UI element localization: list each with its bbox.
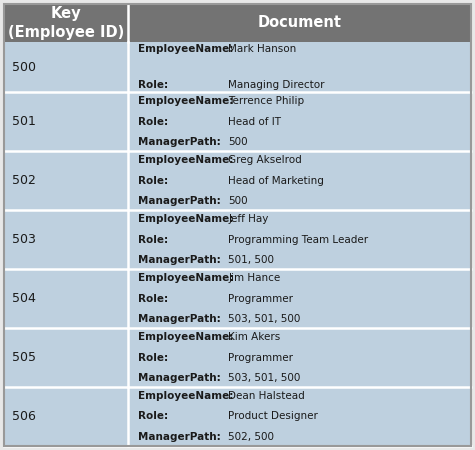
Text: 505: 505 bbox=[12, 351, 36, 364]
Bar bbox=[128, 269, 471, 328]
Text: EmployeeName:: EmployeeName: bbox=[138, 391, 233, 401]
Bar bbox=[4, 151, 128, 210]
Text: EmployeeName:: EmployeeName: bbox=[138, 96, 233, 106]
Text: Role:: Role: bbox=[138, 117, 168, 127]
Text: ManagerPath:: ManagerPath: bbox=[138, 373, 221, 383]
Text: Head of IT: Head of IT bbox=[228, 117, 281, 127]
Text: 503, 501, 500: 503, 501, 500 bbox=[228, 373, 301, 383]
Bar bbox=[128, 151, 471, 210]
Text: ManagerPath:: ManagerPath: bbox=[138, 432, 221, 442]
Text: Greg Akselrod: Greg Akselrod bbox=[228, 155, 302, 165]
Text: Head of Marketing: Head of Marketing bbox=[228, 176, 324, 186]
Bar bbox=[128, 42, 471, 92]
Text: Programming Team Leader: Programming Team Leader bbox=[228, 234, 368, 245]
Text: EmployeeName:: EmployeeName: bbox=[138, 155, 233, 165]
Text: Role:: Role: bbox=[138, 411, 168, 422]
Text: 501, 500: 501, 500 bbox=[228, 255, 274, 265]
Text: Kim Akers: Kim Akers bbox=[228, 332, 280, 342]
Text: Role:: Role: bbox=[138, 293, 168, 304]
Bar bbox=[4, 387, 128, 446]
Text: EmployeeName:: EmployeeName: bbox=[138, 273, 233, 283]
Text: 501: 501 bbox=[12, 115, 36, 128]
Bar bbox=[128, 4, 471, 42]
Bar bbox=[128, 92, 471, 151]
Bar bbox=[128, 328, 471, 387]
Text: Role:: Role: bbox=[138, 176, 168, 186]
Text: Mark Hanson: Mark Hanson bbox=[228, 45, 296, 54]
Bar bbox=[4, 269, 128, 328]
Text: EmployeeName:: EmployeeName: bbox=[138, 332, 233, 342]
Text: Product Designer: Product Designer bbox=[228, 411, 318, 422]
Text: Key
(Employee ID): Key (Employee ID) bbox=[8, 6, 124, 40]
Text: 500: 500 bbox=[228, 137, 248, 147]
Bar bbox=[128, 210, 471, 269]
Bar bbox=[4, 4, 128, 42]
Text: 500: 500 bbox=[228, 196, 248, 206]
Text: Role:: Role: bbox=[138, 352, 168, 363]
Text: 506: 506 bbox=[12, 410, 36, 423]
Text: ManagerPath:: ManagerPath: bbox=[138, 314, 221, 324]
Text: Dean Halstead: Dean Halstead bbox=[228, 391, 305, 401]
Text: ManagerPath:: ManagerPath: bbox=[138, 255, 221, 265]
Text: Jim Hance: Jim Hance bbox=[228, 273, 280, 283]
Text: 500: 500 bbox=[12, 61, 36, 73]
Bar bbox=[4, 92, 128, 151]
Text: Role:: Role: bbox=[138, 234, 168, 245]
Text: Terrence Philip: Terrence Philip bbox=[228, 96, 304, 106]
Bar bbox=[4, 210, 128, 269]
Text: Managing Director: Managing Director bbox=[228, 80, 324, 90]
Text: 502, 500: 502, 500 bbox=[228, 432, 274, 442]
Text: Programmer: Programmer bbox=[228, 293, 293, 304]
Text: Document: Document bbox=[257, 15, 342, 30]
Text: 502: 502 bbox=[12, 174, 36, 187]
Text: 503, 501, 500: 503, 501, 500 bbox=[228, 314, 301, 324]
Bar bbox=[4, 328, 128, 387]
Text: Programmer: Programmer bbox=[228, 352, 293, 363]
Text: ManagerPath:: ManagerPath: bbox=[138, 196, 221, 206]
Bar bbox=[128, 387, 471, 446]
Text: 503: 503 bbox=[12, 233, 36, 246]
Text: EmployeeName:: EmployeeName: bbox=[138, 45, 233, 54]
Text: 504: 504 bbox=[12, 292, 36, 305]
Text: ManagerPath:: ManagerPath: bbox=[138, 137, 221, 147]
Bar bbox=[4, 42, 128, 92]
Text: Role:: Role: bbox=[138, 80, 168, 90]
Text: EmployeeName:: EmployeeName: bbox=[138, 214, 233, 224]
Text: Jeff Hay: Jeff Hay bbox=[228, 214, 268, 224]
